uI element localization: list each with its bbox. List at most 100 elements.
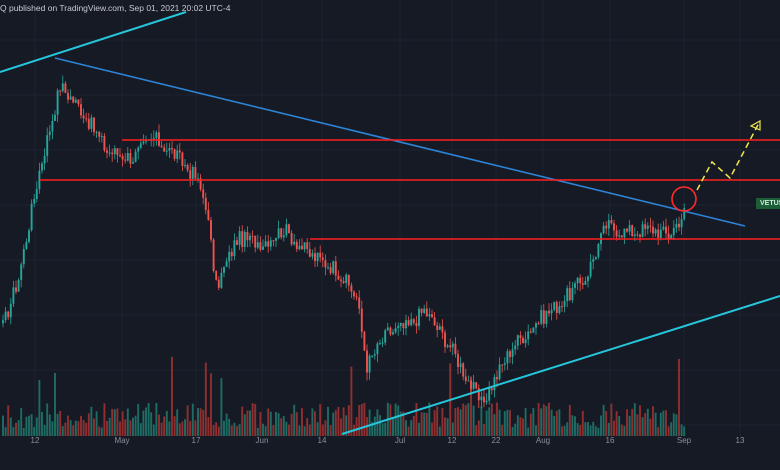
- volume-bar: [38, 380, 41, 436]
- candle-body: [613, 223, 615, 231]
- candle-body: [173, 149, 176, 159]
- candle-body: [568, 288, 571, 301]
- volume-bar: [74, 420, 77, 436]
- volume-bar: [121, 411, 124, 436]
- volume-bar: [233, 422, 236, 436]
- volume-bar: [22, 427, 25, 436]
- volume-bar: [490, 403, 493, 436]
- volume-bar: [119, 421, 121, 436]
- candle-body: [137, 147, 140, 152]
- volume-bar: [35, 417, 38, 436]
- volume-bar: [332, 412, 335, 436]
- candle-body: [275, 238, 277, 241]
- candle-body: [134, 151, 137, 163]
- volume-bar: [256, 427, 259, 436]
- candle-body: [470, 380, 472, 389]
- publish-info: Q published on TradingView.com, Sep 01, …: [0, 3, 231, 13]
- candle-body: [186, 165, 189, 171]
- volume-bar: [285, 421, 288, 436]
- volume-bar: [204, 362, 207, 436]
- candle-body: [295, 241, 298, 250]
- volume-bar: [152, 424, 155, 436]
- candle-body: [243, 232, 246, 248]
- candle-body: [347, 274, 350, 286]
- candle-body: [529, 331, 532, 333]
- volume-bar: [116, 408, 119, 436]
- candle-body: [189, 170, 192, 179]
- candle-body: [410, 319, 413, 326]
- volume-bar: [532, 407, 535, 436]
- volume-bar: [134, 415, 137, 436]
- x-tick-label: 14: [317, 436, 327, 445]
- candle-body: [64, 83, 67, 93]
- volume-bar: [217, 426, 220, 436]
- candle-body: [285, 224, 288, 236]
- volume-bar: [295, 412, 298, 436]
- candle-body: [662, 226, 665, 230]
- candle-body: [631, 225, 634, 237]
- candle-body: [4, 311, 7, 321]
- x-tick-label: Sep: [676, 436, 692, 445]
- candle-body: [332, 261, 335, 274]
- x-tick-label: 13: [735, 436, 745, 445]
- volume-bar: [652, 406, 654, 436]
- volume-bar: [223, 420, 225, 436]
- volume-bar: [64, 422, 67, 436]
- volume-bar: [665, 410, 667, 436]
- volume-bar: [457, 407, 459, 436]
- volume-bar: [293, 404, 296, 436]
- volume-bar: [33, 426, 36, 436]
- volume-bar: [618, 415, 621, 436]
- volume-bar: [436, 406, 439, 436]
- candle-body: [615, 230, 618, 237]
- volume-bar: [613, 420, 615, 436]
- candle-body: [428, 314, 431, 317]
- candle-body: [451, 343, 454, 348]
- candle-body: [306, 242, 309, 250]
- candle-body: [176, 150, 179, 159]
- volume-bar: [475, 425, 478, 436]
- volume-bar: [485, 410, 488, 436]
- volume-bar: [137, 403, 140, 436]
- candle-body: [119, 155, 121, 157]
- candle-body: [522, 337, 524, 344]
- volume-bar: [602, 404, 605, 436]
- candle-body: [527, 331, 530, 340]
- annotations: [0, 11, 780, 435]
- candle-body: [199, 178, 202, 190]
- volume-bar: [646, 408, 649, 436]
- x-tick-label: 12: [30, 436, 40, 445]
- volume-bar: [246, 410, 249, 436]
- volume-bar: [90, 406, 93, 436]
- volume-bar: [558, 409, 561, 436]
- ascending-support-trendline: [341, 295, 780, 435]
- volume-bar: [550, 409, 553, 436]
- candle-body: [254, 235, 257, 248]
- candle-body: [646, 225, 649, 229]
- candle-body: [626, 228, 628, 232]
- volume-bar: [241, 406, 244, 436]
- candle-body: [384, 330, 387, 343]
- volume-bar: [15, 422, 17, 436]
- candle-body: [7, 311, 10, 318]
- volume-bar: [87, 413, 90, 436]
- candle-body: [514, 345, 517, 350]
- candle-body: [106, 150, 108, 153]
- candle-body: [46, 135, 49, 156]
- volume-bar: [347, 405, 350, 436]
- candle-body: [334, 261, 337, 276]
- candle-body: [548, 310, 550, 314]
- volume-bar: [397, 405, 400, 436]
- volume-bar: [597, 427, 600, 436]
- candle-body: [38, 170, 41, 190]
- volume-bar: [371, 421, 374, 436]
- volume-bar: [402, 411, 405, 436]
- volume-bar: [54, 372, 56, 436]
- candle-body: [667, 233, 670, 240]
- volume-bar: [516, 415, 519, 436]
- volume-bar: [358, 405, 361, 436]
- volume-bar: [163, 416, 166, 436]
- volume-bar: [2, 415, 4, 436]
- candle-body: [280, 228, 283, 238]
